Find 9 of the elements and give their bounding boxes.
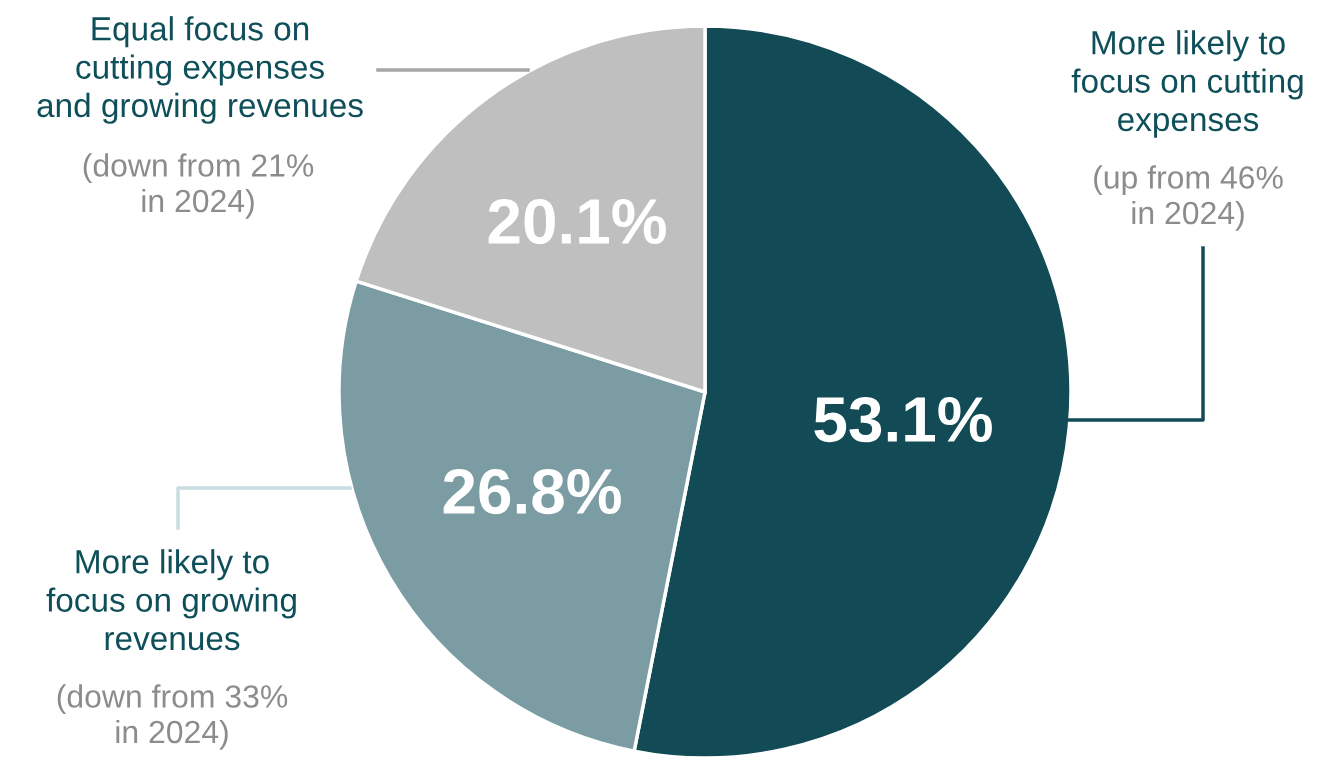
data-label: 26.8% [443,468,621,515]
data-label: 53.1% [814,396,992,443]
slice-label: Equal focus on cutting expenses and growing revenues [37,16,363,124]
text: (down from 21% in 2024) [83,153,314,219]
data-label: 20.1% [488,198,666,245]
slice-label: More likely to focus on growing revenues [46,549,296,651]
slice-label: More likely to focus on cutting expenses [1071,30,1303,138]
text: (up from 46% in 2024) [1094,165,1283,231]
text: (down from 33% in 2024) [57,684,288,750]
